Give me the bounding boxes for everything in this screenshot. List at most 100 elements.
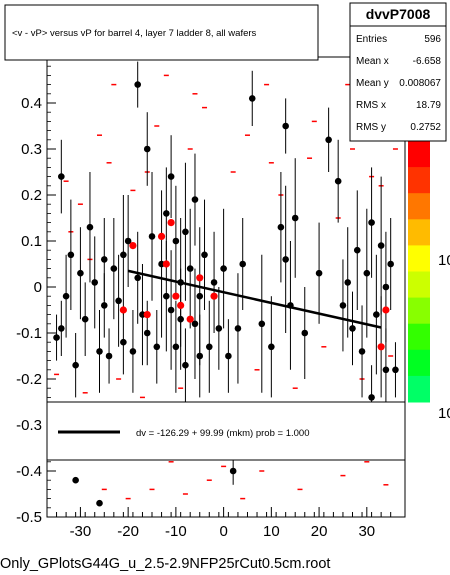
palette-swatch	[408, 297, 430, 325]
x-axis: -30 -20 -10 0 10 20 30	[56, 507, 392, 540]
data-point-marker	[363, 269, 371, 277]
data-point-marker	[172, 237, 180, 245]
stats-label: RMS y	[356, 122, 386, 133]
data-point-marker	[220, 265, 227, 272]
data-point	[186, 208, 194, 329]
data-point	[153, 310, 161, 384]
data-point-marker	[96, 348, 103, 355]
data-point-marker	[239, 260, 247, 268]
red-point-marker	[177, 301, 185, 309]
x-tick-label: 30	[358, 523, 375, 540]
data-point	[134, 61, 141, 108]
data-point-marker	[334, 177, 342, 185]
data-point	[191, 153, 199, 246]
stats-value: 0.008067	[399, 78, 441, 89]
data-point-marker	[177, 315, 184, 323]
data-point-marker	[172, 343, 180, 351]
data-point	[182, 328, 189, 402]
data-point	[77, 227, 84, 320]
data-point	[258, 254, 266, 393]
data-point	[358, 305, 366, 398]
x-tick-label: 10	[263, 523, 280, 540]
data-point	[81, 282, 89, 356]
data-point	[163, 167, 170, 260]
data-point	[134, 231, 141, 324]
data-point-marker	[353, 246, 361, 254]
data-point-marker	[100, 302, 108, 309]
data-point	[86, 172, 94, 283]
data-point	[100, 273, 108, 338]
color-palette	[408, 141, 430, 403]
y-tick-label: 0	[34, 279, 42, 296]
data-point	[96, 499, 103, 507]
chart-title: <v - vP> versus vP for barrel 4, layer 7…	[12, 28, 257, 39]
data-point-marker	[58, 173, 65, 180]
data-point-marker	[62, 292, 70, 300]
data-point-marker	[196, 352, 204, 360]
palette-swatch	[408, 323, 430, 351]
data-point-marker	[191, 320, 199, 328]
y-tick-label: -0.1	[16, 325, 42, 342]
data-point	[167, 135, 175, 218]
data-point	[339, 259, 347, 352]
data-point-marker	[229, 467, 237, 475]
y-tick-label: -0.5	[16, 509, 42, 526]
data-point-marker	[215, 325, 223, 332]
data-point	[172, 300, 180, 393]
data-point-marker	[163, 292, 170, 300]
palette-swatch	[408, 375, 430, 403]
data-point	[210, 231, 218, 333]
data-point	[120, 195, 127, 315]
data-point-marker	[368, 394, 375, 401]
data-point	[382, 231, 390, 343]
data-point	[110, 218, 118, 320]
data-point-marker	[110, 265, 118, 272]
data-point-marker	[167, 306, 175, 314]
data-point-marker	[234, 325, 242, 332]
data-point-marker	[225, 352, 232, 360]
data-point	[53, 314, 60, 361]
data-point-marker	[301, 329, 309, 337]
y-tick-label: 0.2	[21, 187, 42, 204]
data-point	[72, 333, 79, 398]
data-point	[277, 172, 285, 283]
data-point-marker	[196, 292, 204, 300]
data-point	[115, 254, 122, 347]
data-point	[129, 310, 137, 393]
data-point-marker	[134, 81, 141, 88]
title-box	[4, 4, 319, 61]
data-point-marker	[258, 320, 266, 328]
data-point	[373, 254, 380, 375]
data-point	[220, 208, 227, 329]
data-point	[67, 199, 75, 310]
x-tick-label: -20	[117, 523, 139, 540]
data-point-marker	[282, 122, 289, 130]
data-point-marker	[382, 366, 390, 374]
data-point-marker	[91, 279, 99, 286]
y-axis: -0.5 -0.4 -0.3 -0.2 -0.1 0 0.1 0.2 0.3 0.4	[16, 65, 56, 526]
stats-box	[349, 2, 447, 142]
data-point	[148, 172, 156, 301]
data-point-marker	[325, 136, 332, 144]
data-point-marker	[163, 210, 170, 217]
data-point-marker	[277, 223, 285, 231]
data-point	[196, 314, 204, 398]
data-point	[268, 296, 275, 398]
data-point	[282, 185, 289, 333]
red-point-marker	[129, 242, 137, 250]
data-point-marker	[81, 315, 89, 323]
x-tick-label: 20	[311, 523, 328, 540]
palette-swatch	[408, 271, 430, 299]
data-point	[382, 328, 390, 412]
fit-line	[127, 269, 382, 329]
data-point	[225, 319, 232, 393]
data-point	[58, 139, 65, 214]
data-point	[368, 167, 375, 278]
data-point-marker	[291, 214, 299, 222]
red-point-marker	[210, 292, 218, 300]
stats-label: Mean y	[356, 78, 389, 89]
stats-label: Entries	[356, 34, 387, 45]
data-point-marker	[72, 476, 79, 484]
data-point-marker	[120, 251, 127, 259]
data-point-marker	[205, 343, 213, 351]
